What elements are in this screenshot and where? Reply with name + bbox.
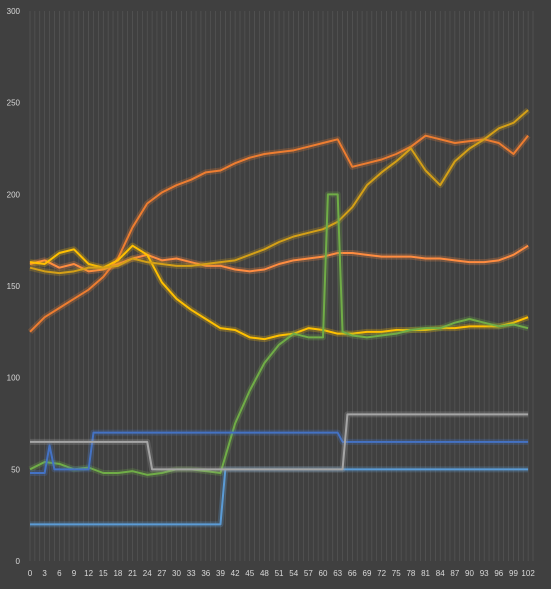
- series-line-7: [30, 468, 529, 526]
- series-lines: [27, 107, 531, 528]
- y-tick-label: 300: [7, 7, 21, 16]
- series-line-6: [30, 431, 529, 474]
- x-tick-label: 15: [99, 569, 108, 578]
- x-tick-label: 21: [128, 569, 137, 578]
- x-tick-label: 87: [450, 569, 459, 578]
- x-tick-label: 18: [113, 569, 122, 578]
- x-tick-label: 72: [377, 569, 386, 578]
- y-tick-label: 250: [7, 99, 21, 108]
- y-tick-label: 0: [16, 557, 21, 566]
- x-tick-label: 27: [157, 569, 166, 578]
- x-tick-label: 33: [187, 569, 196, 578]
- y-tick-label: 100: [7, 374, 21, 383]
- x-tick-label: 48: [260, 569, 269, 578]
- series-line-5: [29, 193, 529, 476]
- x-tick-label: 69: [363, 569, 372, 578]
- x-tick-label: 78: [406, 569, 415, 578]
- x-tick-label: 57: [304, 569, 313, 578]
- x-tick-label: 93: [480, 569, 489, 578]
- y-tick-label: 50: [11, 465, 20, 474]
- y-tick-label: 200: [7, 190, 21, 199]
- x-tick-label: 90: [465, 569, 474, 578]
- x-tick-label: 6: [57, 569, 62, 578]
- x-tick-label: 39: [216, 569, 225, 578]
- series-line-1: [29, 134, 529, 333]
- x-tick-label: 60: [319, 569, 328, 578]
- gridlines: [29, 11, 534, 561]
- x-tick-label: 3: [42, 569, 47, 578]
- x-tick-label: 45: [245, 569, 254, 578]
- series-line-3: [29, 244, 529, 341]
- x-tick-label: 96: [494, 569, 503, 578]
- x-tick-label: 9: [72, 569, 77, 578]
- x-tick-label: 51: [275, 569, 284, 578]
- x-tick-label: 66: [348, 569, 357, 578]
- y-tick-label: 150: [7, 282, 21, 291]
- x-tick-label: 0: [28, 569, 33, 578]
- x-tick-label: 24: [143, 569, 152, 578]
- x-tick-label: 36: [201, 569, 210, 578]
- x-tick-label: 102: [521, 569, 535, 578]
- x-tick-label: 63: [333, 569, 342, 578]
- x-tick-label: 42: [231, 569, 240, 578]
- x-tick-label: 84: [436, 569, 445, 578]
- x-tick-label: 30: [172, 569, 181, 578]
- x-tick-label: 12: [84, 569, 93, 578]
- x-tick-label: 99: [509, 569, 518, 578]
- x-tick-label: 81: [421, 569, 430, 578]
- x-tick-label: 54: [289, 569, 298, 578]
- series-line-8: [30, 413, 529, 471]
- x-tick-label: 75: [392, 569, 401, 578]
- series-line-4: [29, 109, 529, 275]
